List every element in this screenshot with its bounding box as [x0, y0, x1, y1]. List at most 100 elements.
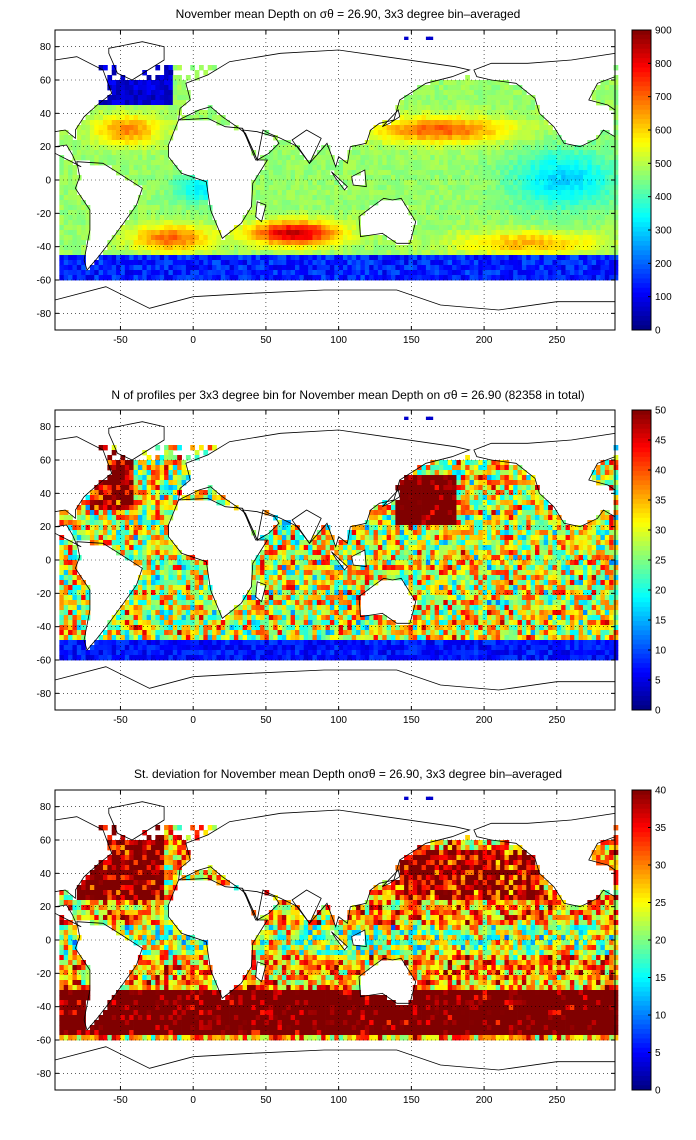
heatmap-cell: [168, 80, 174, 86]
heatmap-cell: [273, 150, 278, 156]
heatmap-cell: [469, 195, 475, 201]
heatmap-cell: [238, 245, 244, 251]
heatmap-cell: [68, 250, 73, 256]
heatmap-cell: [430, 505, 436, 511]
heatmap-cell: [600, 240, 606, 246]
heatmap-cell: [412, 265, 418, 271]
heatmap-cell: [530, 245, 536, 251]
heatmap-cell: [155, 145, 161, 151]
heatmap-cell: [63, 195, 69, 201]
heatmap-cell: [168, 70, 174, 76]
heatmap-cell: [526, 245, 532, 251]
heatmap-cell: [521, 215, 527, 221]
heatmap-cell: [120, 460, 126, 466]
colorbar-swatch: [632, 283, 651, 289]
heatmap-cell: [600, 210, 606, 216]
heatmap-cell: [329, 240, 335, 246]
heatmap-cell: [408, 510, 414, 516]
heatmap-cell: [59, 515, 65, 521]
heatmap-cell: [347, 215, 353, 221]
heatmap-cell: [552, 165, 558, 171]
heatmap-cell: [94, 505, 100, 511]
heatmap-cell: [133, 165, 139, 171]
heatmap-cell: [360, 530, 366, 536]
heatmap-cell: [447, 175, 453, 181]
heatmap-cell: [513, 495, 518, 501]
heatmap-cell: [513, 135, 518, 141]
heatmap-cell: [277, 265, 283, 271]
heatmap-cell: [613, 525, 619, 531]
heatmap-cell: [369, 150, 374, 156]
heatmap-cell: [146, 240, 152, 246]
heatmap-cell: [447, 230, 453, 236]
heatmap-cell: [295, 180, 300, 186]
heatmap-cell: [137, 515, 143, 521]
heatmap-cell: [460, 275, 466, 281]
heatmap-cell: [513, 200, 518, 206]
heatmap-cell: [343, 260, 348, 266]
heatmap-cell: [439, 130, 444, 136]
heatmap-cell: [521, 135, 527, 141]
heatmap-cell: [535, 195, 540, 201]
heatmap-cell: [129, 270, 134, 276]
heatmap-cell: [124, 460, 130, 466]
heatmap-cell: [268, 225, 274, 231]
heatmap-cells: [59, 36, 619, 281]
heatmap-cell: [321, 225, 326, 231]
heatmap-cell: [303, 210, 309, 216]
heatmap-cell: [159, 210, 165, 216]
heatmap-cell: [133, 105, 139, 111]
heatmap-cell: [609, 465, 614, 471]
colorbar-swatch: [632, 311, 651, 317]
heatmap-cell: [443, 230, 449, 236]
heatmap-cell: [81, 245, 86, 251]
heatmap-cell: [316, 275, 322, 281]
heatmap-cell: [277, 185, 283, 191]
heatmap-cell: [517, 530, 523, 536]
heatmap-cell: [543, 265, 549, 271]
heatmap-cell: [151, 230, 156, 236]
heatmap-cell: [107, 460, 113, 466]
heatmap-cell: [500, 135, 505, 141]
heatmap-cell: [137, 520, 143, 526]
heatmap-cell: [255, 225, 261, 231]
heatmap-cell: [299, 205, 305, 211]
heatmap-cell: [391, 190, 396, 196]
heatmap-cell: [473, 520, 479, 526]
heatmap-cell: [530, 130, 536, 136]
heatmap-cell: [469, 260, 475, 266]
heatmap-cell: [89, 130, 95, 136]
heatmap-cell: [609, 525, 614, 531]
heatmap-cell: [539, 220, 545, 226]
heatmap-cell: [290, 165, 296, 171]
heatmap-cell: [556, 250, 562, 256]
heatmap-cell: [369, 515, 374, 521]
heatmap-cell: [212, 115, 217, 121]
heatmap-cell: [408, 100, 414, 106]
heatmap-cell: [133, 270, 139, 276]
heatmap-cell: [68, 180, 73, 186]
heatmap-cell: [491, 265, 497, 271]
heatmap-cell: [443, 245, 449, 251]
heatmap-cell: [425, 250, 431, 256]
heatmap-cell: [500, 500, 505, 506]
heatmap-cell: [325, 215, 331, 221]
heatmap-cell: [508, 260, 514, 266]
heatmap-cell: [277, 155, 283, 161]
heatmap-cell: [569, 260, 575, 266]
heatmap-cell: [386, 150, 392, 156]
heatmap-cell: [569, 170, 575, 176]
heatmap-cell: [137, 150, 143, 156]
heatmap-cell: [81, 510, 86, 516]
heatmap-cell: [81, 225, 86, 231]
heatmap-cell: [487, 160, 492, 166]
heatmap-cell: [159, 160, 165, 166]
heatmap-cell: [425, 490, 431, 496]
heatmap-cell: [286, 200, 292, 206]
heatmap-cell: [504, 155, 510, 161]
heatmap-cell: [495, 165, 501, 171]
heatmap-cell: [168, 200, 174, 206]
heatmap-cell: [281, 195, 287, 201]
heatmap-cell: [107, 520, 113, 526]
heatmap-cell: [68, 525, 73, 531]
